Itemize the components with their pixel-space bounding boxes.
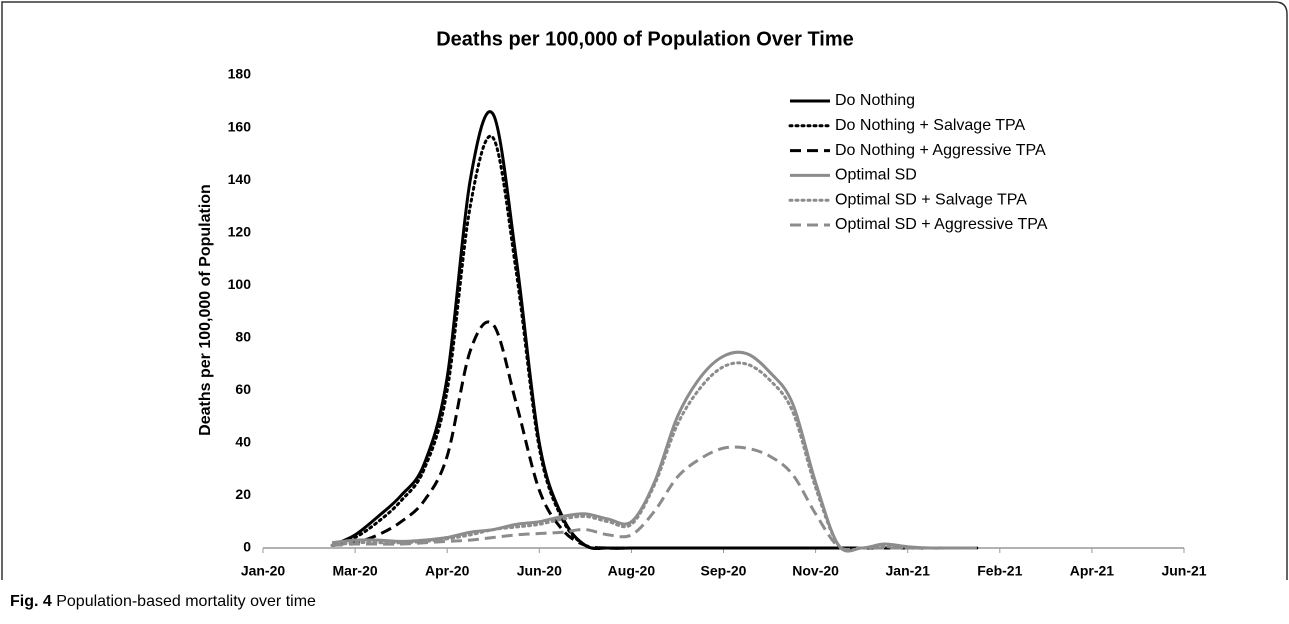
x-tick-label: Jan-20 [241, 563, 286, 579]
y-tick-label: 180 [228, 66, 252, 82]
x-tick-label: Feb-21 [977, 563, 1022, 579]
chart-title: Deaths per 100,000 of Population Over Ti… [436, 28, 854, 50]
x-tick-label: Mar-20 [333, 563, 378, 579]
y-tick-label: 60 [235, 381, 251, 397]
x-tick-label: Apr-21 [1070, 563, 1115, 579]
x-tick-label: Nov-20 [792, 563, 839, 579]
y-tick-label: 40 [235, 434, 251, 450]
frame [1, 1, 1288, 580]
y-axis-label: Deaths per 100,000 of Population [197, 184, 214, 436]
legend-label: Do Nothing + Salvage TPA [835, 117, 1026, 134]
y-tick-label: 20 [235, 486, 251, 502]
series-line [331, 320, 977, 550]
legend-label: Optimal SD + Aggressive TPA [835, 216, 1048, 233]
x-tick-label: Jun-20 [517, 563, 562, 579]
series-line [331, 445, 977, 552]
caption: Fig. 4 Population-based mortality over t… [10, 593, 316, 610]
series-line [330, 361, 979, 553]
y-tick-label: 0 [243, 539, 251, 555]
caption-text: Population-based mortality over time [56, 593, 316, 610]
y-tick-label: 80 [235, 328, 251, 344]
legend-label: Do Nothing + Aggressive TPA [835, 142, 1046, 159]
caption-label: Fig. 4 [10, 593, 52, 610]
x-tick-label: Aug-20 [608, 563, 656, 579]
y-tick-label: 160 [228, 118, 252, 134]
x-tick-label: Sep-20 [701, 563, 747, 579]
x-tick-label: Apr-20 [425, 563, 470, 579]
y-tick-label: 100 [228, 276, 252, 292]
y-tick-label: 140 [228, 171, 252, 187]
y-tick-label: 120 [228, 223, 252, 239]
legend-label: Do Nothing [835, 92, 915, 109]
x-tick-label: Jun-21 [1161, 563, 1206, 579]
legend-label: Optimal SD [835, 167, 917, 184]
x-tick-label: Jan-21 [886, 563, 931, 579]
legend-label: Optimal SD + Salvage TPA [835, 191, 1027, 208]
